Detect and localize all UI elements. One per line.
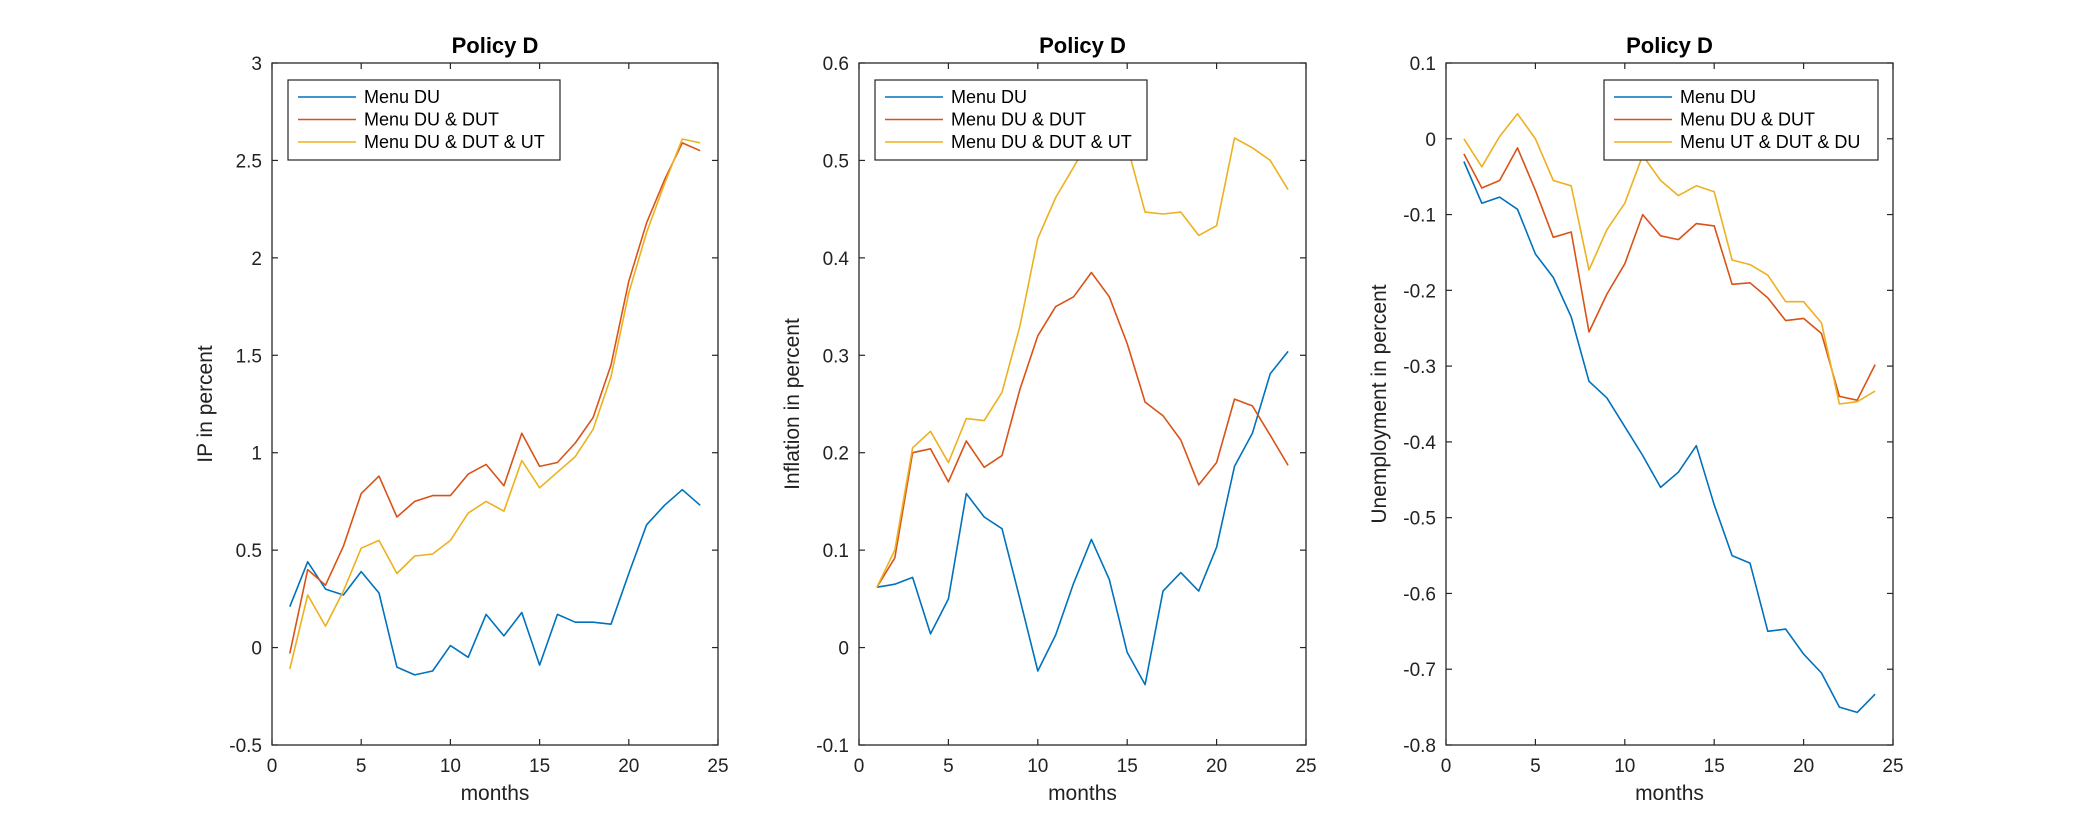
x-axis-label: months xyxy=(461,782,530,805)
series-line-1 xyxy=(876,350,1289,686)
y-tick-label: 0.6 xyxy=(823,54,849,75)
x-tick-label: 0 xyxy=(267,756,278,777)
y-tick-label: 1.5 xyxy=(236,346,262,367)
y-tick-label: 0.5 xyxy=(236,541,262,562)
subplot-2: 0 5 10 15 20 25-0.100.10.20.30.40.50.6Policy … xyxy=(781,33,1317,805)
y-tick-label: 0.2 xyxy=(823,444,849,465)
legend-entry-1: Menu DU xyxy=(1680,87,1756,107)
y-tick-label: 3 xyxy=(251,54,262,75)
series-line-3 xyxy=(289,138,701,670)
chart-title: Policy D xyxy=(452,33,539,58)
x-tick-label: 25 xyxy=(1882,756,1903,777)
legend-entry-2: Menu DU & DUT xyxy=(364,110,499,130)
x-tick-label: 10 xyxy=(1614,756,1635,777)
x-tick-label: 10 xyxy=(1027,756,1048,777)
y-tick-label: -0.5 xyxy=(229,736,262,757)
x-tick-label: 20 xyxy=(618,756,639,777)
y-tick-label: -0.1 xyxy=(816,736,849,757)
series-line-1 xyxy=(1463,161,1876,714)
x-axis-label: months xyxy=(1635,782,1704,805)
x-tick-label: 0 xyxy=(854,756,865,777)
chart-title: Policy D xyxy=(1039,33,1126,58)
x-tick-label: 25 xyxy=(1295,756,1316,777)
y-tick-label: 2 xyxy=(251,249,262,270)
y-tick-label: -0.2 xyxy=(1403,281,1436,302)
y-tick-label: -0.3 xyxy=(1403,357,1436,378)
chart-title: Policy D xyxy=(1626,33,1713,58)
y-tick-label: 0 xyxy=(251,639,262,660)
x-tick-label: 20 xyxy=(1206,756,1227,777)
x-tick-label: 25 xyxy=(707,756,728,777)
plot-area xyxy=(271,62,719,746)
y-tick-label: 0.3 xyxy=(823,346,849,367)
y-axis-label: Inflation in percent xyxy=(781,318,804,490)
x-tick-label: 5 xyxy=(943,756,954,777)
x-tick-label: 5 xyxy=(356,756,367,777)
y-tick-label: -0.7 xyxy=(1403,660,1436,681)
legend-entry-1: Menu DU xyxy=(951,87,1027,107)
y-tick-label: 1 xyxy=(251,444,262,465)
legend-entry-2: Menu DU & DUT xyxy=(951,110,1086,130)
legend-entry-3: Menu UT & DUT & DU xyxy=(1680,132,1860,152)
x-tick-label: 5 xyxy=(1530,756,1541,777)
x-tick-label: 10 xyxy=(440,756,461,777)
y-tick-label: -0.1 xyxy=(1403,206,1436,227)
y-axis-label: IP in percent xyxy=(194,345,217,463)
y-tick-label: -0.6 xyxy=(1403,584,1436,605)
y-tick-label: 0.1 xyxy=(823,541,849,562)
y-tick-label: 0.4 xyxy=(823,249,850,270)
y-tick-label: 2.5 xyxy=(236,151,262,172)
series-line-3 xyxy=(1463,113,1876,405)
legend-entry-3: Menu DU & DUT & UT xyxy=(364,132,545,152)
legend-entry-1: Menu DU xyxy=(364,87,440,107)
y-tick-label: -0.4 xyxy=(1403,433,1436,454)
series-line-2 xyxy=(876,271,1289,588)
x-tick-label: 0 xyxy=(1441,756,1452,777)
x-tick-label: 15 xyxy=(1117,756,1138,777)
y-tick-label: 0 xyxy=(1425,130,1436,151)
plot-area xyxy=(1445,62,1894,746)
series-line-2 xyxy=(1463,147,1876,402)
plot-area xyxy=(858,62,1307,746)
y-tick-label: 0.1 xyxy=(1410,54,1436,75)
series-line-1 xyxy=(289,488,701,676)
legend-entry-3: Menu DU & DUT & UT xyxy=(951,132,1132,152)
x-tick-label: 20 xyxy=(1793,756,1814,777)
y-tick-label: -0.8 xyxy=(1403,736,1436,757)
y-tick-label: -0.5 xyxy=(1403,509,1436,530)
series-line-2 xyxy=(289,142,701,654)
x-axis-label: months xyxy=(1048,782,1117,805)
x-tick-label: 15 xyxy=(529,756,550,777)
y-axis-label: Unemployment in percent xyxy=(1368,284,1391,523)
x-tick-label: 15 xyxy=(1704,756,1725,777)
y-tick-label: 0.5 xyxy=(823,151,849,172)
y-tick-label: 0 xyxy=(838,639,849,660)
legend-entry-2: Menu DU & DUT xyxy=(1680,110,1815,130)
subplot-3: 0 5 10 15 20 25 -0.8 -0.7 -0.6 -0.5 -0.4 -0.3 -0.2 -0… xyxy=(1368,33,1904,805)
